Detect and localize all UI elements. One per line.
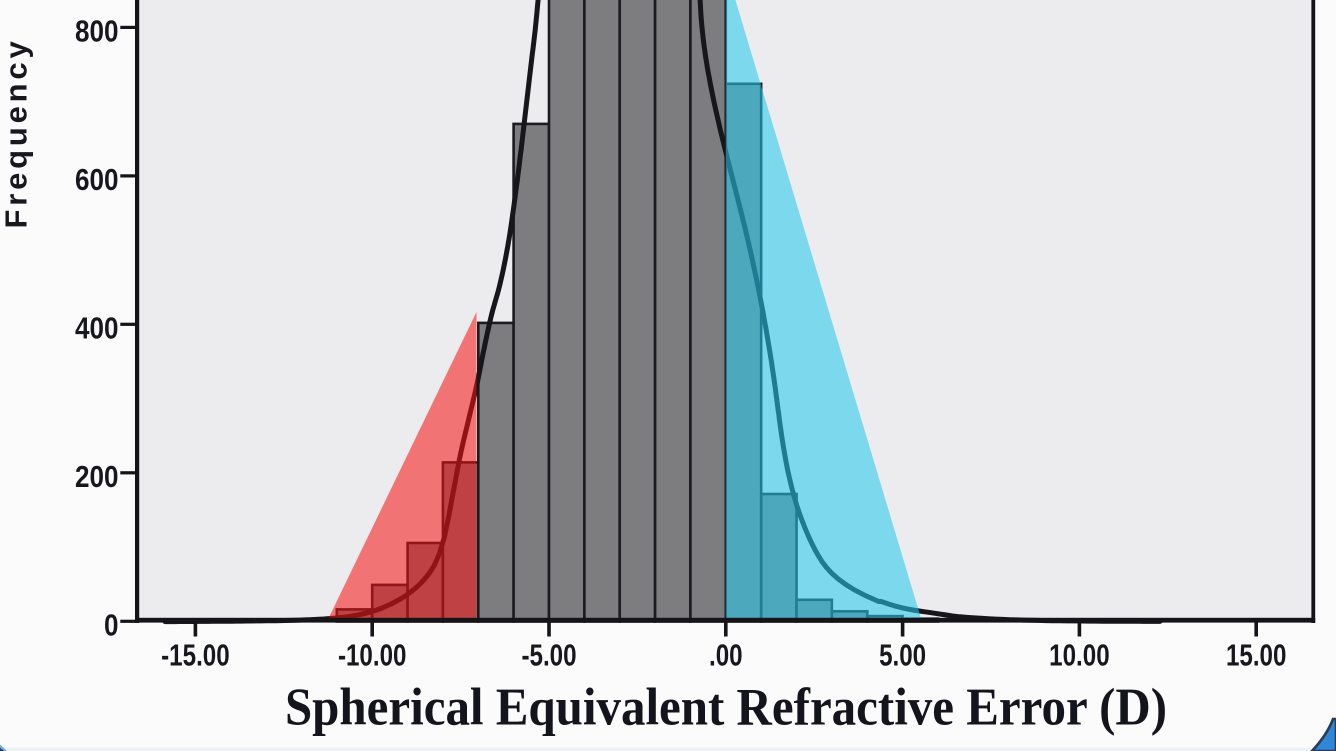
svg-text:15.00: 15.00 — [1226, 638, 1286, 673]
svg-text:400: 400 — [75, 311, 118, 345]
svg-text:.00: .00 — [709, 638, 743, 673]
svg-text:-5.00: -5.00 — [521, 638, 576, 673]
svg-text:800: 800 — [75, 15, 118, 49]
svg-text:-10.00: -10.00 — [338, 638, 407, 673]
svg-text:Frequency: Frequency — [0, 38, 34, 229]
svg-text:5.00: 5.00 — [879, 638, 926, 673]
svg-text:200: 200 — [75, 460, 118, 494]
svg-text:10.00: 10.00 — [1049, 638, 1109, 673]
svg-text:-15.00: -15.00 — [161, 638, 230, 673]
svg-text:0: 0 — [104, 608, 119, 642]
svg-text:Spherical Equivalent Refractiv: Spherical Equivalent Refractive Error (D… — [285, 679, 1167, 737]
svg-text:600: 600 — [75, 163, 118, 197]
